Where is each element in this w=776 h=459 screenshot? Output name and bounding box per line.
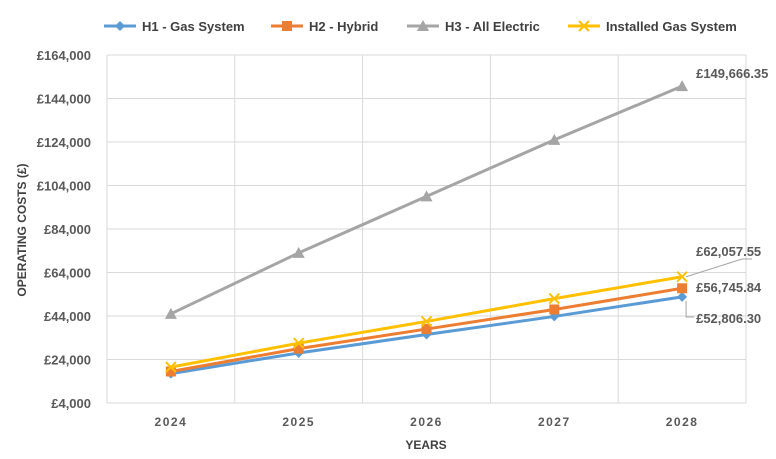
series-h1-gas-system [165,291,688,379]
legend-marker [282,21,292,31]
y-tick-label: £104,000 [37,179,91,194]
data-point-marker [548,292,561,305]
y-tick-label: £64,000 [44,266,91,281]
data-point-marker [420,190,433,202]
leader-line [685,258,753,278]
data-point-marker [676,80,689,92]
grid-lines [106,54,747,404]
series-group [164,80,689,379]
data-label: £56,745.84 [696,280,762,295]
legend-marker [115,21,125,31]
legend-item: H2 - Hybrid [271,19,378,34]
series-h2-hybrid [165,283,688,377]
x-tick-label: 2027 [538,415,571,429]
legend-item: H3 - All Electric [407,19,540,34]
data-point-marker [164,307,177,319]
y-tick-label: £164,000 [37,48,91,63]
x-tick-label: 2025 [282,415,315,429]
data-label: £62,057.55 [696,244,761,259]
data-point-marker [549,304,560,315]
y-tick-label: £84,000 [44,222,91,237]
legend: H1 - Gas System H2 - Hybrid H3 - All Elect… [104,19,737,34]
y-tick-label: £44,000 [44,309,91,324]
y-axis-title: OPERATING COSTS (£) [15,163,29,296]
x-tick-label: 2024 [155,415,188,429]
legend-marker [578,20,590,32]
data-point-marker [165,366,176,377]
leader-line [685,300,695,318]
legend-marker [417,20,429,31]
data-point-marker [421,324,432,335]
data-point-marker [676,271,688,283]
data-label: £149,666.35 [696,66,768,81]
data-point-marker [293,343,304,354]
data-point-marker [677,291,688,302]
y-tick-label: £4,000 [51,396,91,411]
x-axis-title: YEARS [405,438,446,452]
data-point-marker [677,283,688,294]
legend-label: H2 - Hybrid [309,19,378,34]
y-tick-label: £124,000 [37,135,91,150]
legend-item: Installed Gas System [568,19,737,34]
y-axis-ticks: £4,000 £24,000 £44,000 £64,000 £84,000 £104,0… [37,48,91,411]
data-point-marker [165,361,177,373]
legend-label: Installed Gas System [606,19,737,34]
x-tick-label: 2026 [410,415,443,429]
legend-label: H1 - Gas System [142,19,245,34]
y-tick-label: £144,000 [37,92,91,107]
data-labels: £149,666.35 £62,057.55 £56,745.84 £52,806.3… [685,66,768,326]
series-installed-gas-system [165,271,688,373]
data-point-marker [420,315,433,328]
data-label: £52,806.30 [696,311,761,326]
legend-item: H1 - Gas System [104,19,245,34]
data-point-marker [548,133,561,145]
x-tick-label: 2028 [666,415,699,429]
y-tick-label: £24,000 [44,353,91,368]
x-axis-ticks: 2024 2025 2026 2027 2028 [155,415,699,429]
series-h3-all-electric [164,80,689,319]
data-point-marker [292,337,305,349]
legend-label: H3 - All Electric [445,19,540,34]
data-point-marker [292,246,305,258]
